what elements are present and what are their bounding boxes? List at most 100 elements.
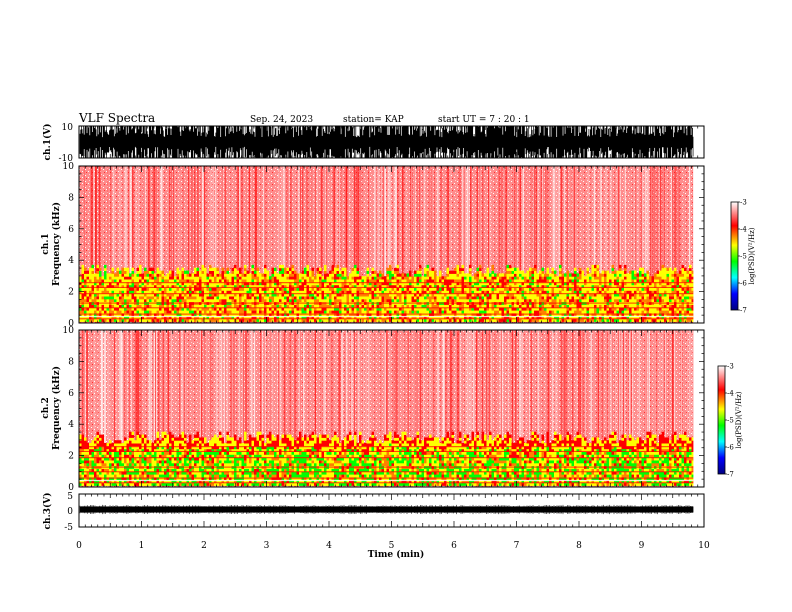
spec-cell: [306, 293, 309, 297]
spec-cell: [184, 290, 187, 294]
spec-cell: [536, 304, 539, 308]
spec-cell: [436, 284, 439, 288]
spec-cell: [136, 296, 139, 300]
spec-cell: [429, 284, 432, 288]
spec-cell: [436, 276, 439, 280]
spec-cell: [296, 315, 299, 320]
spec-cell: [629, 298, 632, 303]
spec-cell: [399, 310, 402, 314]
spec-cell: [399, 284, 402, 288]
spec-streak: [463, 166, 465, 323]
spec-cell: [489, 287, 492, 291]
spec-cell: [294, 310, 297, 314]
spec-streak: [378, 166, 380, 323]
spec-cell: [114, 307, 117, 311]
spec-cell: [234, 296, 237, 300]
spec-cell: [461, 281, 464, 286]
spec-cell: [354, 270, 357, 274]
spec-cell: [279, 313, 282, 317]
spec-cell: [161, 304, 164, 308]
spec-cell: [649, 296, 652, 300]
spec-cell: [169, 313, 172, 317]
spec-cell: [336, 293, 339, 297]
spec-cell: [654, 279, 657, 283]
spec-cell: [184, 307, 187, 311]
spec-cell: [514, 313, 517, 317]
spec-cell: [414, 273, 417, 277]
spec-streak: [375, 166, 377, 323]
spec-cell: [164, 276, 167, 280]
spec-cell: [471, 281, 474, 286]
spec-cell: [346, 310, 349, 314]
spec-cell: [486, 315, 489, 320]
spec-cell: [131, 276, 134, 280]
spec-cell: [84, 315, 87, 320]
spec-cell: [381, 313, 384, 317]
spec-cell: [594, 318, 597, 322]
spec-cell: [606, 304, 609, 308]
spec-cell: [434, 307, 437, 311]
spec-cell: [441, 315, 444, 320]
spec-cell: [504, 318, 507, 322]
spec-cell: [446, 284, 449, 288]
spec-cell: [619, 287, 622, 291]
spec-cell: [204, 287, 207, 291]
spec-cell: [671, 310, 674, 314]
spec-cell: [506, 270, 509, 274]
spec-cell: [361, 307, 364, 311]
spec-cell: [309, 287, 312, 291]
spec-cell: [326, 315, 329, 320]
spec-cell: [601, 270, 604, 274]
spec-cell: [321, 281, 324, 286]
spec-cell: [104, 307, 107, 311]
spec-cell: [229, 315, 232, 320]
spec-cell: [136, 313, 139, 317]
spec-cell: [476, 293, 479, 297]
spec-cell: [399, 315, 402, 320]
spec-cell: [499, 318, 502, 322]
spec-cell: [376, 298, 379, 303]
spec-cell: [276, 290, 279, 294]
spec-cell: [306, 284, 309, 288]
spec-cell: [631, 296, 634, 300]
spec-cell: [494, 313, 497, 317]
spec-cell: [686, 273, 689, 277]
spec-cell: [624, 310, 627, 314]
spec-cell: [441, 304, 444, 308]
spec-cell: [611, 287, 614, 291]
spec-cell: [256, 284, 259, 288]
spec-cell: [79, 284, 82, 288]
spec-cell: [604, 273, 607, 277]
spec-cell: [514, 270, 517, 274]
spec-cell: [489, 318, 492, 322]
spec-cell: [444, 310, 447, 314]
spec-cell: [619, 267, 622, 271]
spec-cell: [181, 313, 184, 317]
spec-cell: [501, 279, 504, 283]
spec-cell: [169, 304, 172, 308]
spec-cell: [231, 279, 234, 283]
spec-cell: [354, 310, 357, 314]
spec-cell: [389, 270, 392, 274]
spec-cell: [106, 307, 109, 311]
spec-cell: [684, 281, 687, 286]
spec-cell: [654, 313, 657, 317]
spec-cell: [411, 304, 414, 308]
spec-cell: [499, 293, 502, 297]
spec-cell: [614, 273, 617, 277]
spec-cell: [691, 290, 694, 294]
spec-streak: [173, 166, 174, 323]
spec-cell: [479, 279, 482, 283]
spec-cell: [386, 270, 389, 274]
spec-cell: [306, 264, 309, 269]
spec-cell: [561, 273, 564, 277]
spec-cell: [496, 287, 499, 291]
spec-cell: [331, 287, 334, 291]
spec-cell: [269, 279, 272, 283]
spec-cell: [321, 296, 324, 300]
spec-cell: [284, 293, 287, 297]
spec-cell: [649, 298, 652, 303]
spec-cell: [416, 310, 419, 314]
spec-cell: [419, 273, 422, 277]
spec-cell: [276, 284, 279, 288]
